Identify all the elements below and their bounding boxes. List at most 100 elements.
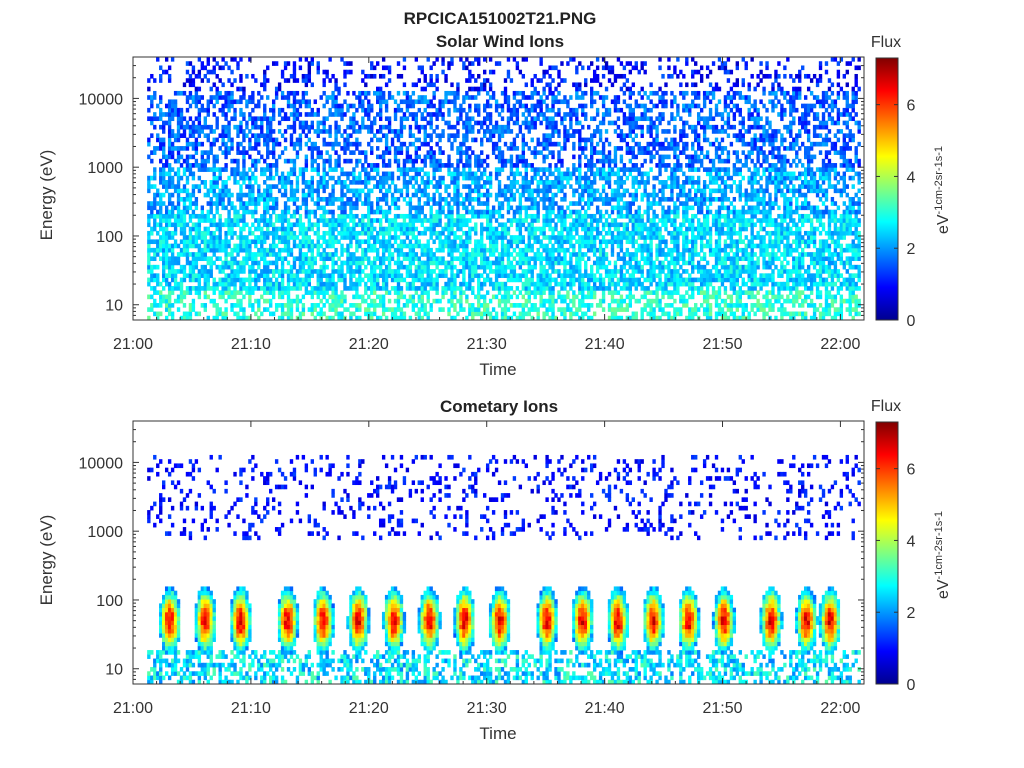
heatmap-cell: [147, 230, 151, 236]
heatmap-cell: [316, 196, 320, 202]
heatmap-cell: [429, 269, 433, 274]
heatmap-cell: [649, 303, 653, 308]
heatmap-cell: [373, 260, 377, 266]
heatmap-cell: [310, 311, 314, 317]
heatmap-cell: [548, 298, 552, 304]
heatmap-cell: [613, 281, 618, 287]
heatmap-cell: [848, 286, 852, 291]
heatmap-cell: [729, 294, 734, 300]
heatmap-cell: [159, 239, 163, 245]
heatmap-cell: [221, 188, 225, 194]
heatmap-cell: [242, 235, 246, 240]
heatmap-cell: [590, 286, 594, 291]
heatmap-cell: [833, 298, 838, 304]
heatmap-cell: [485, 290, 490, 295]
heatmap-cell: [209, 256, 213, 262]
heatmap-cell: [711, 290, 716, 295]
heatmap-cell: [494, 269, 499, 274]
heatmap-cell: [221, 205, 225, 211]
heatmap-cell: [453, 196, 457, 202]
heatmap-cell: [851, 218, 855, 223]
heatmap-cell: [203, 247, 207, 253]
heatmap-cell: [699, 290, 704, 295]
heatmap-cell: [188, 243, 193, 249]
heatmap-cell: [245, 239, 249, 245]
heatmap-cell: [691, 256, 695, 262]
heatmap-cell: [483, 247, 487, 253]
heatmap-cell: [551, 294, 555, 300]
heatmap-cell: [271, 281, 276, 287]
heatmap-cell: [848, 243, 852, 249]
heatmap-cell: [845, 260, 849, 266]
heatmap-cell: [322, 247, 326, 253]
heatmap-cell: [803, 243, 808, 249]
heatmap-cell: [658, 201, 662, 206]
heatmap-cell: [694, 201, 698, 206]
heatmap-cell: [334, 218, 338, 223]
heatmap-cell: [147, 188, 151, 194]
heatmap-cell: [292, 192, 297, 198]
heatmap-cell: [857, 277, 861, 283]
heatmap-cell: [839, 222, 844, 228]
heatmap-cell: [554, 213, 558, 219]
heatmap-cell: [566, 239, 570, 245]
heatmap-cell: [203, 184, 207, 189]
heatmap-cell: [548, 252, 552, 257]
heatmap-cell: [545, 260, 549, 266]
heatmap-cell: [622, 307, 627, 312]
heatmap-cell: [459, 192, 463, 198]
heatmap-cell: [346, 243, 350, 249]
heatmap-cell: [304, 260, 309, 266]
heatmap-cell: [185, 192, 190, 198]
heatmap-cell: [699, 281, 704, 287]
heatmap-cell: [809, 252, 814, 257]
heatmap-cell: [685, 192, 689, 198]
heatmap-cell: [607, 201, 612, 206]
heatmap-cell: [399, 273, 404, 278]
heatmap-cell: [203, 235, 207, 240]
heatmap-cell: [842, 260, 846, 266]
heatmap-cell: [289, 307, 294, 312]
heatmap-cell: [708, 239, 713, 245]
heatmap-cell: [373, 281, 377, 287]
heatmap-cell: [637, 298, 641, 304]
heatmap-cell: [316, 184, 320, 189]
heatmap-cell: [182, 188, 187, 194]
heatmap-cell: [518, 303, 523, 308]
heatmap-cell: [390, 256, 395, 262]
heatmap-cell: [839, 307, 844, 312]
heatmap-cell: [376, 201, 380, 206]
heatmap-cell: [592, 281, 597, 287]
heatmap-cell: [497, 260, 502, 266]
heatmap-cell: [230, 277, 234, 283]
heatmap-cell: [280, 290, 285, 295]
heatmap-cell: [271, 226, 276, 232]
heatmap-cell: [465, 315, 469, 321]
heatmap-cell: [367, 294, 371, 300]
heatmap-cell: [521, 205, 526, 211]
heatmap-cell: [242, 277, 246, 283]
heatmap-cell: [179, 226, 184, 232]
heatmap-cell: [340, 218, 344, 223]
heatmap-cell: [670, 230, 674, 236]
heatmap-cell: [601, 213, 606, 219]
heatmap-cell: [521, 269, 526, 274]
heatmap-cell: [367, 192, 371, 198]
heatmap-cell: [854, 235, 858, 240]
heatmap-cell: [280, 235, 285, 240]
heatmap-cell: [153, 277, 157, 283]
heatmap-cell: [652, 260, 656, 266]
heatmap-cell: [613, 222, 618, 228]
heatmap-cell: [435, 277, 439, 283]
heatmap-cell: [741, 205, 745, 211]
heatmap-cell: [474, 269, 478, 274]
heatmap-cell: [818, 273, 823, 278]
heatmap-cell: [248, 188, 252, 194]
heatmap-cell: [590, 269, 594, 274]
heatmap-cell: [215, 222, 219, 228]
heatmap-cell: [679, 226, 683, 232]
heatmap-cell: [212, 247, 216, 253]
heatmap-cell: [557, 188, 561, 194]
heatmap-cell: [548, 209, 552, 215]
heatmap-cell: [224, 277, 228, 283]
